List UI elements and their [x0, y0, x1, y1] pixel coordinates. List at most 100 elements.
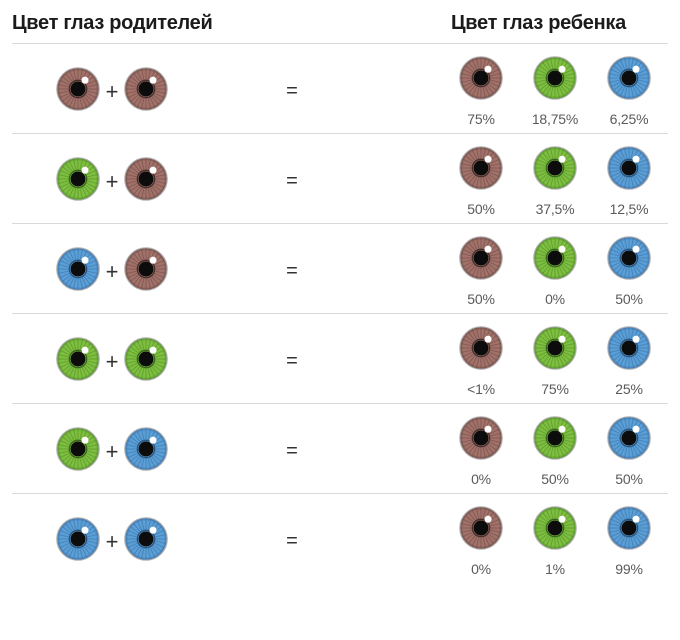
green-eye-icon [56, 157, 100, 206]
equals-sign: = [212, 530, 332, 553]
child-outcome: 25% [598, 326, 660, 397]
percentage-label: 18,75% [532, 111, 578, 127]
equals-sign: = [212, 260, 332, 283]
green-eye-icon [533, 326, 577, 375]
percentage-label: 0% [471, 561, 491, 577]
parents-cell: + [12, 427, 212, 476]
plus-sign: + [106, 259, 119, 285]
child-outcome: <1% [450, 326, 512, 397]
header-child: Цвет глаз ребенка [297, 12, 668, 35]
green-eye-icon [533, 146, 577, 195]
child-outcome: 12,5% [598, 146, 660, 217]
child-outcome: 50% [450, 236, 512, 307]
brown-eye-icon [124, 67, 168, 116]
child-outcome: 6,25% [598, 56, 660, 127]
brown-eye-icon [124, 157, 168, 206]
green-eye-icon [533, 236, 577, 285]
percentage-label: 75% [541, 381, 568, 397]
plus-sign: + [106, 79, 119, 105]
children-cell: 75% 18,75% 6,25% [332, 56, 668, 127]
percentage-label: 50% [467, 291, 494, 307]
child-outcome: 75% [524, 326, 586, 397]
child-outcome: 0% [450, 416, 512, 487]
brown-eye-icon [459, 56, 503, 105]
parents-cell: + [12, 247, 212, 296]
child-outcome: 1% [524, 506, 586, 577]
children-cell: 50% 37,5% 12,5% [332, 146, 668, 217]
parents-cell: + [12, 517, 212, 566]
table-row: + = <1% 75% [12, 313, 668, 403]
equals-sign: = [212, 80, 332, 103]
infographic-root: Цвет глаз родителей Цвет глаз ребенка + … [12, 12, 668, 583]
percentage-label: 25% [615, 381, 642, 397]
plus-sign: + [106, 529, 119, 555]
percentage-label: 99% [615, 561, 642, 577]
brown-eye-icon [459, 236, 503, 285]
table-row: + = 0% 1% [12, 493, 668, 583]
percentage-label: 37,5% [536, 201, 575, 217]
percentage-label: 50% [467, 201, 494, 217]
blue-eye-icon [56, 247, 100, 296]
green-eye-icon [56, 337, 100, 386]
percentage-label: <1% [467, 381, 495, 397]
blue-eye-icon [607, 146, 651, 195]
brown-eye-icon [459, 326, 503, 375]
child-outcome: 50% [524, 416, 586, 487]
parents-cell: + [12, 67, 212, 116]
child-outcome: 37,5% [524, 146, 586, 217]
child-outcome: 0% [524, 236, 586, 307]
green-eye-icon [533, 56, 577, 105]
brown-eye-icon [124, 247, 168, 296]
blue-eye-icon [124, 427, 168, 476]
child-outcome: 50% [598, 236, 660, 307]
blue-eye-icon [124, 517, 168, 566]
blue-eye-icon [607, 506, 651, 555]
blue-eye-icon [607, 236, 651, 285]
plus-sign: + [106, 349, 119, 375]
percentage-label: 50% [615, 291, 642, 307]
green-eye-icon [56, 427, 100, 476]
parents-cell: + [12, 157, 212, 206]
equals-sign: = [212, 440, 332, 463]
percentage-label: 50% [541, 471, 568, 487]
parents-cell: + [12, 337, 212, 386]
table-row: + = 75% 18,75% [12, 43, 668, 133]
blue-eye-icon [607, 416, 651, 465]
brown-eye-icon [459, 506, 503, 555]
percentage-label: 6,25% [610, 111, 649, 127]
table-row: + = 50% 0% [12, 223, 668, 313]
brown-eye-icon [459, 416, 503, 465]
plus-sign: + [106, 439, 119, 465]
plus-sign: + [106, 169, 119, 195]
header-row: Цвет глаз родителей Цвет глаз ребенка [12, 12, 668, 35]
blue-eye-icon [607, 326, 651, 375]
child-outcome: 75% [450, 56, 512, 127]
children-cell: 0% 1% 99% [332, 506, 668, 577]
percentage-label: 0% [545, 291, 565, 307]
percentage-label: 75% [467, 111, 494, 127]
blue-eye-icon [607, 56, 651, 105]
child-outcome: 0% [450, 506, 512, 577]
equals-sign: = [212, 170, 332, 193]
children-cell: 0% 50% 50% [332, 416, 668, 487]
green-eye-icon [533, 506, 577, 555]
green-eye-icon [124, 337, 168, 386]
percentage-label: 1% [545, 561, 565, 577]
brown-eye-icon [56, 67, 100, 116]
percentage-label: 0% [471, 471, 491, 487]
blue-eye-icon [56, 517, 100, 566]
percentage-label: 12,5% [610, 201, 649, 217]
child-outcome: 50% [598, 416, 660, 487]
table-row: + = 0% 50% [12, 403, 668, 493]
table-row: + = 50% 37,5% [12, 133, 668, 223]
header-parents: Цвет глаз родителей [12, 12, 297, 35]
percentage-label: 50% [615, 471, 642, 487]
rows-container: + = 75% 18,75% [12, 43, 668, 583]
child-outcome: 18,75% [524, 56, 586, 127]
brown-eye-icon [459, 146, 503, 195]
green-eye-icon [533, 416, 577, 465]
children-cell: <1% 75% 25% [332, 326, 668, 397]
children-cell: 50% 0% 50% [332, 236, 668, 307]
equals-sign: = [212, 350, 332, 373]
child-outcome: 99% [598, 506, 660, 577]
